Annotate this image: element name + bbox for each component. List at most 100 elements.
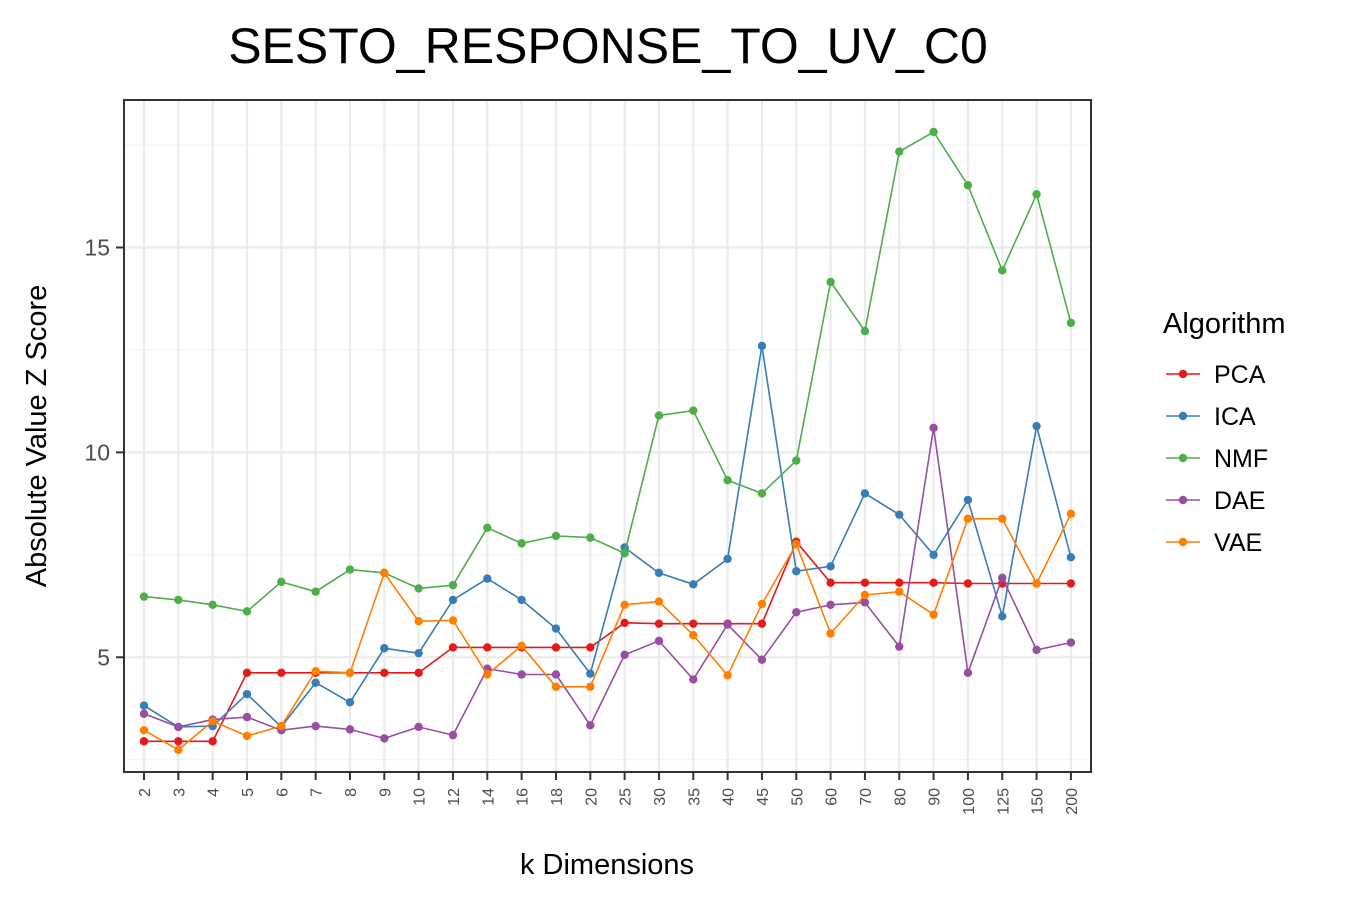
legend-label-ica: ICA: [1214, 403, 1256, 431]
data-point-vae: [483, 670, 492, 679]
data-point-nmf: [1032, 190, 1041, 199]
data-point-vae: [895, 587, 904, 596]
data-point-ica: [380, 644, 389, 653]
data-point-dae: [414, 722, 423, 732]
data-point-dae: [929, 423, 938, 433]
x-tick-label: 150: [1030, 788, 1047, 815]
data-point-vae: [963, 514, 973, 523]
data-point-dae: [242, 712, 252, 722]
legend-key-point-vae: [1178, 537, 1188, 547]
data-point-vae: [860, 590, 870, 600]
series-line-nmf: [143, 130, 1072, 613]
data-point-pca: [620, 618, 629, 628]
data-point-nmf: [448, 580, 458, 590]
series-line-pca: [144, 540, 1071, 743]
data-point-dae: [689, 675, 698, 684]
data-point-dae: [723, 620, 732, 629]
legend-key-point-ica: [1178, 411, 1188, 421]
y-axis: 5 10 15: [84, 235, 124, 670]
x-tick-label: 200: [1064, 788, 1081, 815]
data-point-nmf: [723, 476, 732, 485]
series-line-vae: [143, 513, 1072, 751]
data-point-ica: [139, 701, 149, 710]
data-point-pca: [139, 737, 149, 746]
data-point-pca: [1066, 579, 1076, 588]
y-tick-label: 10: [84, 439, 110, 465]
data-point-vae: [448, 616, 458, 625]
data-point-ica: [929, 550, 938, 560]
data-point-pca: [689, 619, 698, 628]
data-point-ica: [586, 669, 595, 678]
data-point-nmf: [860, 326, 870, 336]
x-tick-label: 60: [824, 788, 841, 806]
data-point-pca: [654, 619, 664, 628]
data-point-pca: [174, 737, 183, 746]
data-point-dae: [1032, 645, 1041, 655]
data-point-ica: [242, 689, 252, 699]
plot-panel: [123, 99, 1092, 773]
data-point-pca: [895, 578, 904, 587]
data-point-ica: [757, 341, 767, 351]
data-point-nmf: [174, 595, 183, 605]
data-point-pca: [826, 578, 835, 587]
data-point-dae: [517, 670, 526, 679]
x-tick-label: 18: [549, 788, 566, 806]
x-tick-label: 9: [377, 788, 394, 797]
data-point-vae: [757, 599, 767, 609]
data-point-vae: [689, 630, 698, 640]
legend-label-nmf: NMF: [1214, 445, 1268, 473]
data-point-vae: [654, 597, 664, 606]
data-point-vae: [1032, 579, 1041, 588]
chart-title: SESTO_RESPONSE_TO_UV_C0: [228, 18, 988, 74]
legend-label-vae: VAE: [1214, 529, 1262, 557]
data-point-nmf: [689, 406, 698, 415]
data-point-ica: [345, 698, 355, 707]
x-tick-label: 45: [755, 788, 772, 806]
legend-key-point-pca: [1178, 369, 1188, 379]
data-point-ica: [689, 580, 698, 589]
data-point-nmf: [311, 587, 320, 596]
data-point-nmf: [586, 533, 595, 542]
data-point-nmf: [551, 531, 561, 541]
data-point-ica: [1066, 553, 1076, 562]
data-point-ica: [792, 567, 801, 576]
data-point-ica: [826, 562, 835, 571]
data-point-nmf: [620, 548, 629, 558]
data-point-ica: [483, 574, 492, 583]
data-point-ica: [654, 568, 664, 578]
data-point-dae: [1066, 638, 1076, 647]
x-tick-label: 3: [171, 788, 188, 797]
data-point-dae: [860, 598, 870, 607]
data-point-ica: [723, 554, 732, 564]
legend-key-point-nmf: [1178, 453, 1188, 463]
data-point-nmf: [792, 456, 801, 465]
data-point-pca: [448, 643, 458, 652]
data-point-vae: [277, 721, 286, 731]
x-tick-label: 5: [240, 788, 257, 797]
data-point-pca: [483, 643, 492, 652]
data-point-vae: [174, 745, 183, 755]
data-point-nmf: [929, 127, 938, 137]
legend-label-pca: PCA: [1214, 361, 1266, 389]
data-point-dae: [998, 573, 1007, 582]
data-point-nmf: [414, 584, 423, 593]
data-point-pca: [963, 579, 973, 588]
data-point-dae: [551, 670, 561, 679]
data-point-nmf: [654, 411, 664, 420]
data-point-pca: [860, 578, 870, 587]
x-tick-label: 30: [652, 788, 669, 806]
data-point-vae: [1066, 509, 1076, 519]
data-point-nmf: [963, 181, 973, 190]
data-point-ica: [311, 678, 320, 687]
x-tick-label: 20: [583, 788, 600, 806]
data-point-pca: [277, 668, 286, 678]
x-tick-label: 6: [274, 788, 291, 797]
legend-title: Algorithm: [1163, 308, 1286, 340]
data-point-vae: [139, 726, 149, 735]
x-axis: 2 3 4 5 6 7 8 9 10 12 14 16 18 20 25 30 35 40 45 50 60 70 80 90…: [137, 772, 1081, 815]
data-point-dae: [345, 725, 355, 734]
x-tick-label: 14: [480, 788, 497, 806]
data-point-vae: [792, 539, 801, 549]
data-point-vae: [826, 629, 835, 638]
y-axis-title: Absolute Value Z Score: [21, 285, 53, 588]
